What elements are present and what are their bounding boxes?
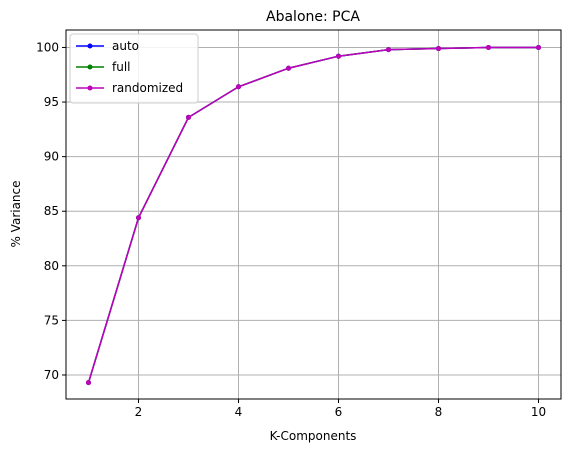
legend-marker bbox=[88, 65, 93, 70]
data-point-randomized bbox=[336, 54, 341, 59]
y-tick-label: 100 bbox=[36, 40, 59, 54]
x-tick-label: 6 bbox=[335, 405, 343, 419]
legend-marker bbox=[88, 44, 93, 49]
x-tick-label: 10 bbox=[531, 405, 546, 419]
y-axis-label: % Variance bbox=[9, 180, 23, 247]
legend-label: full bbox=[112, 60, 131, 74]
y-tick-label: 75 bbox=[44, 313, 59, 327]
y-tick-label: 90 bbox=[44, 150, 59, 164]
y-tick-label: 70 bbox=[44, 368, 59, 382]
y-tick-label: 80 bbox=[44, 259, 59, 273]
data-point-randomized bbox=[236, 84, 241, 89]
data-point-randomized bbox=[86, 380, 91, 385]
data-point-randomized bbox=[536, 45, 541, 50]
data-point-randomized bbox=[136, 215, 141, 220]
data-point-randomized bbox=[486, 45, 491, 50]
legend-label: randomized bbox=[112, 81, 183, 95]
data-point-randomized bbox=[286, 66, 291, 71]
x-axis-label: K-Components bbox=[270, 429, 357, 443]
legend-label: auto bbox=[112, 39, 139, 53]
data-point-randomized bbox=[186, 115, 191, 120]
x-tick-label: 2 bbox=[135, 405, 143, 419]
legend: auto full randomized bbox=[70, 34, 198, 103]
data-point-randomized bbox=[436, 46, 441, 51]
x-tick-label: 8 bbox=[435, 405, 443, 419]
legend-marker bbox=[88, 86, 93, 91]
y-tick-label: 95 bbox=[44, 95, 59, 109]
x-tick-label: 4 bbox=[235, 405, 243, 419]
data-point-randomized bbox=[386, 47, 391, 52]
y-tick-label: 85 bbox=[44, 204, 59, 218]
chart-title: Abalone: PCA bbox=[266, 9, 360, 25]
